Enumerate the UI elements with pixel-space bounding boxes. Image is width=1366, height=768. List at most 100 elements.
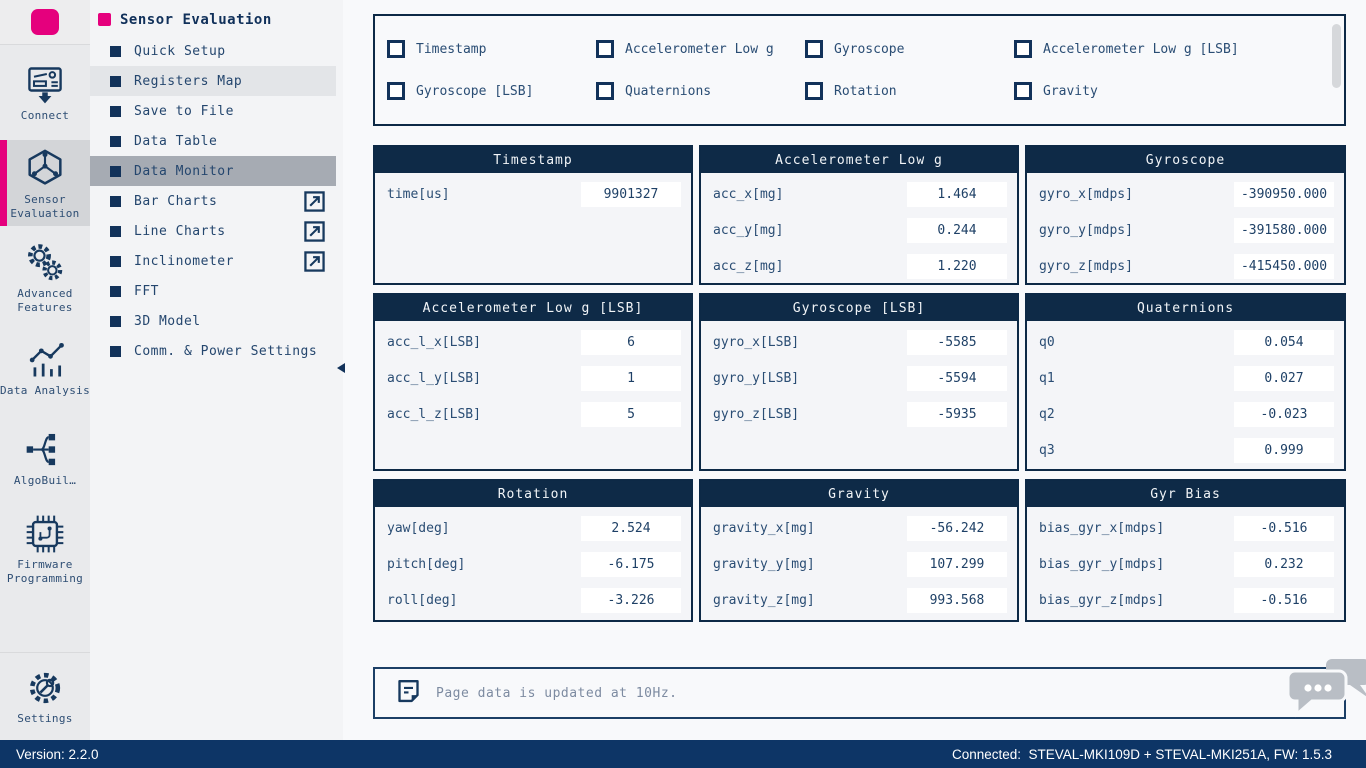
sidebar-item-label: Registers Map xyxy=(134,73,243,89)
data-row: gravity_x[mg] -56.242 xyxy=(701,510,1017,546)
rail-item-firmware-programming[interactable]: Firmware Programming xyxy=(0,502,90,594)
checkbox-icon xyxy=(1014,40,1032,58)
bullet-icon xyxy=(110,285,121,297)
sidebar-item-data-monitor[interactable]: Data Monitor xyxy=(90,156,336,186)
signal-checkbox-rotation[interactable]: Rotation xyxy=(805,70,1014,112)
data-row-value: 0.027 xyxy=(1234,365,1334,391)
data-row: q1 0.027 xyxy=(1027,360,1344,396)
data-row-value: -5935 xyxy=(907,401,1007,427)
sidebar-item-label: Save to File xyxy=(134,103,234,119)
card-body: yaw[deg] 2.524 pitch[deg] -6.175 roll[deg] -3… xyxy=(375,507,691,618)
sidebar-item-3d-model[interactable]: 3D Model xyxy=(90,306,336,336)
checkbox-label: Gyroscope [LSB] xyxy=(416,83,534,99)
external-link-icon[interactable] xyxy=(304,220,325,242)
rail-item-label: Connect xyxy=(20,109,70,123)
data-row: bias_gyr_z[mdps] -0.516 xyxy=(1027,582,1344,618)
chat-bubbles-icon[interactable] xyxy=(1284,658,1366,726)
data-row-value: 1.220 xyxy=(907,253,1007,279)
bullet-icon xyxy=(110,105,121,117)
data-row-label: acc_y[mg] xyxy=(713,222,784,238)
data-row-label: time[us] xyxy=(387,186,450,202)
data-row-label: gyro_y[mdps] xyxy=(1039,222,1133,238)
data-row-label: gyro_z[mdps] xyxy=(1039,258,1133,274)
checkbox-icon xyxy=(387,82,405,100)
data-row-label: gravity_y[mg] xyxy=(713,556,815,572)
rail-item-sensor-evaluation[interactable]: Sensor Evaluation xyxy=(0,140,90,226)
data-row: acc_z[mg] 1.220 xyxy=(701,248,1017,284)
data-row-label: bias_gyr_y[mdps] xyxy=(1039,556,1165,572)
bullet-icon xyxy=(110,345,121,357)
rail-item-algobuil[interactable]: AlgoBuil… xyxy=(0,417,90,497)
data-row: acc_l_z[LSB] 5 xyxy=(375,396,691,432)
rail-item-data-analysis[interactable]: Data Analysis xyxy=(0,327,90,407)
card-body: acc_x[mg] 1.464 acc_y[mg] 0.244 acc_z[mg] 1.2… xyxy=(701,173,1017,284)
rail-item-settings[interactable]: Settings xyxy=(0,652,90,736)
data-row: acc_y[mg] 0.244 xyxy=(701,212,1017,248)
data-row: acc_l_y[LSB] 1 xyxy=(375,360,691,396)
sidebar-title: Sensor Evaluation xyxy=(120,11,272,28)
rail-item-connect[interactable]: Connect xyxy=(0,48,90,136)
signal-checkbox-timestamp[interactable]: Timestamp xyxy=(387,28,596,70)
sidebar-item-label: Data Table xyxy=(134,133,218,149)
bullet-icon xyxy=(110,165,121,177)
sidebar-item-line-charts[interactable]: Line Charts xyxy=(90,216,336,246)
data-row: gyro_z[LSB] -5935 xyxy=(701,396,1017,432)
data-row-value: -3.226 xyxy=(581,587,681,613)
data-row-value: -415450.000 xyxy=(1234,253,1334,279)
data-row-value: 1.464 xyxy=(907,181,1007,207)
sidebar-item-fft[interactable]: FFT xyxy=(90,276,336,306)
signal-checkbox-accelerometer-low-g-lsb[interactable]: Accelerometer Low g [LSB] xyxy=(1014,28,1320,70)
card-gyroscope: Gyroscope gyro_x[mdps] -390950.000 gyro_y[m… xyxy=(1025,145,1346,285)
data-row: q3 0.999 xyxy=(1027,432,1344,468)
app-rail: Connect Sensor Evaluation Advanced Feature… xyxy=(0,0,90,740)
bullet-icon xyxy=(110,315,121,327)
checkbox-label: Accelerometer Low g [LSB] xyxy=(1043,41,1239,57)
card-body: q0 0.054 q1 0.027 q2 -0.023 q3 0.999 xyxy=(1027,321,1344,468)
sidebar-item-bar-charts[interactable]: Bar Charts xyxy=(90,186,336,216)
signal-checkbox-quaternions[interactable]: Quaternions xyxy=(596,70,805,112)
data-row: bias_gyr_x[mdps] -0.516 xyxy=(1027,510,1344,546)
card-title: Accelerometer Low g [LSB] xyxy=(375,295,691,321)
sensor-evaluation-sidebar: Sensor Evaluation Quick Setup Registers M… xyxy=(90,0,343,740)
rail-item-label: Advanced Features xyxy=(17,287,73,314)
sidebar-item-registers-map[interactable]: Registers Map xyxy=(90,66,336,96)
sidebar-item-save-to-file[interactable]: Save to File xyxy=(90,96,336,126)
signal-checkbox-accelerometer-low-g[interactable]: Accelerometer Low g xyxy=(596,28,805,70)
checkbox-label: Gyroscope xyxy=(834,41,905,57)
signal-checkbox-gyroscope-lsb[interactable]: Gyroscope [LSB] xyxy=(387,70,596,112)
data-row: gyro_x[mdps] -390950.000 xyxy=(1027,176,1344,212)
sidebar-item-label: Inclinometer xyxy=(134,253,234,269)
sidebar-item-label: Comm. & Power Settings xyxy=(134,343,318,359)
card-body: gyro_x[LSB] -5585 gyro_y[LSB] -5594 gyro_z[L… xyxy=(701,321,1017,432)
card-title: Rotation xyxy=(375,481,691,507)
toggle-panel-scrollbar[interactable] xyxy=(1332,24,1341,88)
sidebar-item-comm-power-settings[interactable]: Comm. & Power Settings xyxy=(90,336,336,366)
section-icon xyxy=(98,13,111,26)
card-rotation: Rotation yaw[deg] 2.524 pitch[deg] -6.175 rol… xyxy=(373,479,693,622)
sidebar-item-data-table[interactable]: Data Table xyxy=(90,126,336,156)
signal-checkbox-gyroscope[interactable]: Gyroscope xyxy=(805,28,1014,70)
rail-item-label: Firmware Programming xyxy=(6,558,84,585)
sidebar-collapse-arrow-icon[interactable] xyxy=(337,363,345,373)
firmware-programming-icon xyxy=(23,510,67,558)
status-bar: Version: 2.2.0 Connected: STEVAL-MKI109D… xyxy=(0,740,1366,768)
data-row-label: acc_l_z[LSB] xyxy=(387,406,481,422)
sensor-evaluation-icon xyxy=(22,145,68,193)
data-row: gyro_z[mdps] -415450.000 xyxy=(1027,248,1344,284)
signal-checkbox-gravity[interactable]: Gravity xyxy=(1014,70,1320,112)
data-row-value: 993.568 xyxy=(907,587,1007,613)
data-row-label: gravity_z[mg] xyxy=(713,592,815,608)
app-logo-area xyxy=(0,0,90,45)
sidebar-item-label: Line Charts xyxy=(134,223,226,239)
data-row-value: 0.054 xyxy=(1234,329,1334,355)
note-icon xyxy=(395,678,422,709)
connection-status: Connected: STEVAL-MKI109D + STEVAL-MKI25… xyxy=(951,746,1332,762)
rail-item-label: Settings xyxy=(17,711,73,725)
rail-item-advanced-features[interactable]: Advanced Features xyxy=(0,237,90,317)
external-link-icon[interactable] xyxy=(304,250,325,272)
external-link-icon[interactable] xyxy=(304,190,325,212)
data-row-value: 0.232 xyxy=(1234,551,1334,577)
sidebar-item-label: FFT xyxy=(134,283,159,299)
sidebar-item-inclinometer[interactable]: Inclinometer xyxy=(90,246,336,276)
sidebar-item-quick-setup[interactable]: Quick Setup xyxy=(90,36,336,66)
